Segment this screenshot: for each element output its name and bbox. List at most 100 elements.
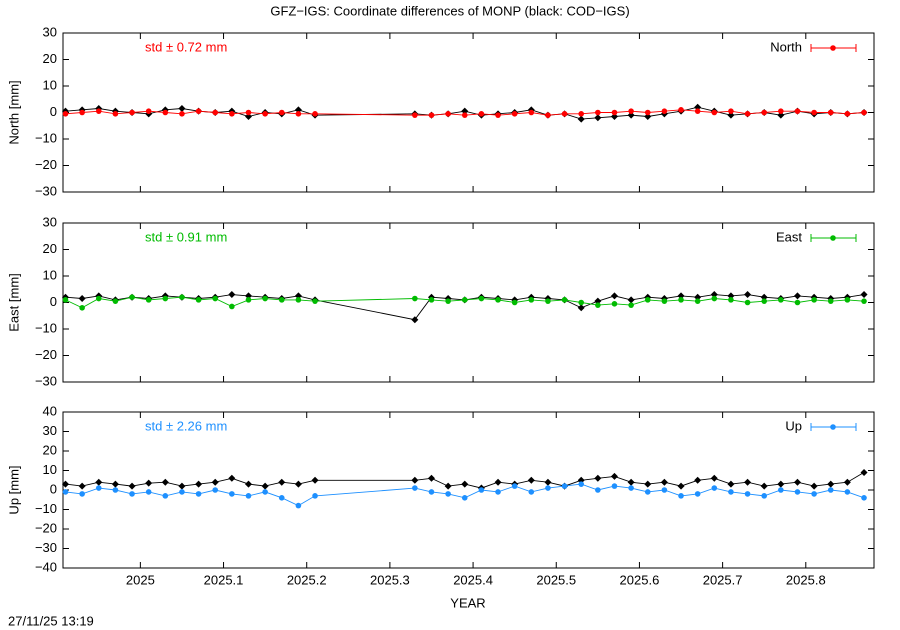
annotation: std ± 2.26 mm	[145, 418, 227, 433]
legend-label: East	[776, 229, 802, 244]
data-point	[294, 480, 302, 488]
data-point	[179, 489, 185, 495]
data-point	[428, 112, 435, 118]
y-tick-label: 0	[50, 294, 57, 309]
data-point	[744, 111, 751, 117]
data-point	[444, 482, 452, 490]
data-point	[427, 474, 435, 482]
data-point	[778, 297, 784, 303]
data-point	[711, 295, 718, 302]
data-point	[511, 299, 518, 306]
data-point	[262, 111, 268, 117]
data-point	[445, 111, 451, 117]
data-point	[229, 491, 235, 497]
x-tick-label: 2025.2	[287, 572, 327, 587]
legend-label: North	[770, 39, 802, 54]
data-point	[312, 298, 318, 304]
data-point	[478, 295, 485, 302]
data-point	[860, 468, 868, 476]
data-point	[412, 112, 418, 118]
data-point	[694, 103, 702, 111]
data-point	[528, 109, 535, 116]
data-point	[229, 111, 235, 117]
data-point	[545, 112, 551, 118]
plot-frame	[62, 411, 875, 569]
data-point	[661, 298, 668, 304]
data-point	[527, 476, 535, 484]
data-point	[78, 295, 86, 303]
data-point	[95, 485, 102, 491]
data-point	[428, 489, 435, 495]
data-point	[178, 105, 186, 113]
data-point	[229, 303, 235, 310]
data-point	[179, 111, 185, 117]
y-tick-label: 30	[43, 24, 57, 39]
data-point	[644, 112, 652, 120]
x-tick-label: 2025.3	[370, 572, 410, 587]
data-point	[827, 298, 834, 304]
data-point	[861, 298, 867, 304]
data-point	[677, 482, 685, 490]
y-tick-label: 20	[43, 442, 57, 457]
annotation: std ± 0.91 mm	[145, 229, 227, 244]
data-point	[495, 112, 501, 118]
data-point	[744, 291, 752, 299]
data-point	[78, 482, 86, 490]
data-point	[212, 295, 219, 302]
data-point	[777, 111, 785, 119]
x-tick-label: 2025.7	[703, 572, 743, 587]
data-point	[244, 112, 252, 120]
data-point	[495, 489, 501, 495]
data-point	[793, 478, 801, 486]
data-point	[79, 305, 85, 311]
data-point	[245, 493, 252, 499]
y-tick-label: −10	[35, 130, 57, 145]
y-tick-label: −20	[35, 520, 57, 535]
x-axis-label: YEAR	[450, 595, 485, 610]
data-point	[228, 474, 236, 482]
data-point	[610, 292, 618, 300]
data-point	[827, 480, 835, 488]
data-point	[728, 108, 734, 114]
data-point	[628, 485, 634, 491]
data-point	[278, 478, 286, 486]
data-point	[162, 493, 169, 499]
data-point	[461, 495, 468, 501]
data-point	[179, 294, 185, 301]
data-point	[195, 297, 202, 303]
y-axis-label: Up [mm]	[6, 465, 21, 514]
legend-marker	[830, 235, 836, 241]
data-point	[195, 480, 203, 488]
data-point	[727, 292, 735, 300]
y-tick-label: 10	[43, 267, 57, 282]
data-point	[261, 482, 269, 490]
data-point	[129, 294, 135, 301]
data-point	[412, 485, 418, 491]
data-point	[61, 480, 69, 488]
data-point	[112, 298, 119, 304]
data-point	[578, 299, 585, 306]
y-tick-label: −10	[35, 501, 57, 516]
data-point	[278, 297, 285, 303]
data-point	[245, 109, 252, 116]
data-point	[744, 478, 752, 486]
data-point	[195, 108, 202, 114]
data-point	[793, 292, 801, 300]
data-point	[561, 111, 568, 117]
data-point	[794, 299, 801, 306]
data-point	[711, 109, 718, 116]
data-point	[577, 304, 585, 312]
data-point	[627, 478, 635, 486]
data-point	[95, 108, 102, 114]
data-point	[128, 482, 136, 490]
data-point	[262, 489, 268, 495]
legend-label: Up	[785, 418, 802, 433]
data-point	[577, 115, 585, 123]
data-point	[661, 487, 668, 493]
data-point	[610, 472, 618, 480]
data-point	[228, 291, 236, 299]
data-point	[162, 295, 169, 302]
data-point	[295, 502, 302, 509]
data-point	[129, 491, 135, 497]
